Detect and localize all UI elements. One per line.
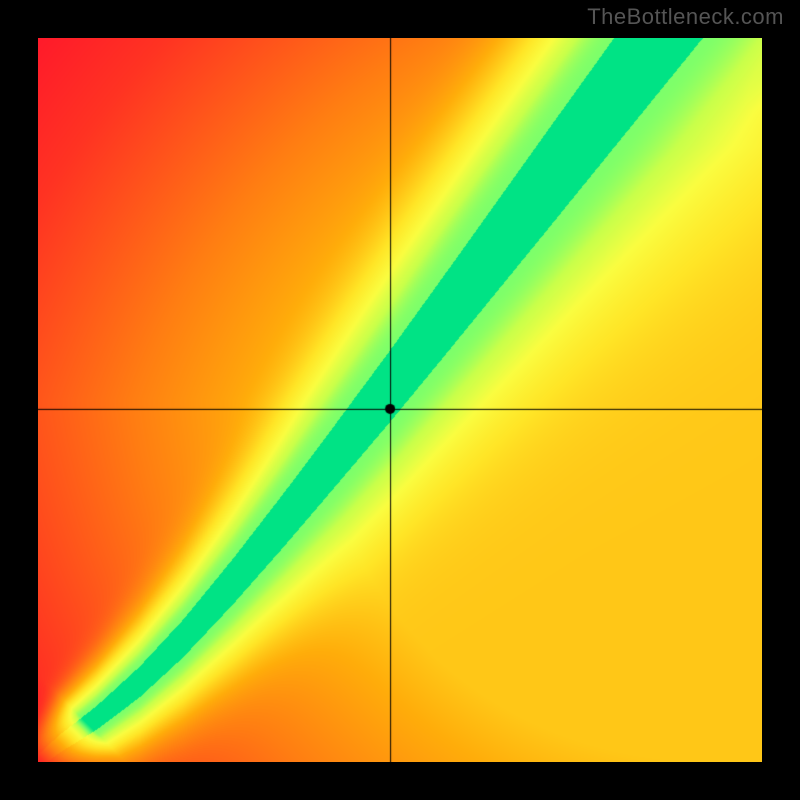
chart-frame: TheBottleneck.com bbox=[0, 0, 800, 800]
attribution-text: TheBottleneck.com bbox=[587, 4, 784, 30]
heatmap-canvas bbox=[38, 38, 762, 762]
plot-area bbox=[38, 38, 762, 762]
